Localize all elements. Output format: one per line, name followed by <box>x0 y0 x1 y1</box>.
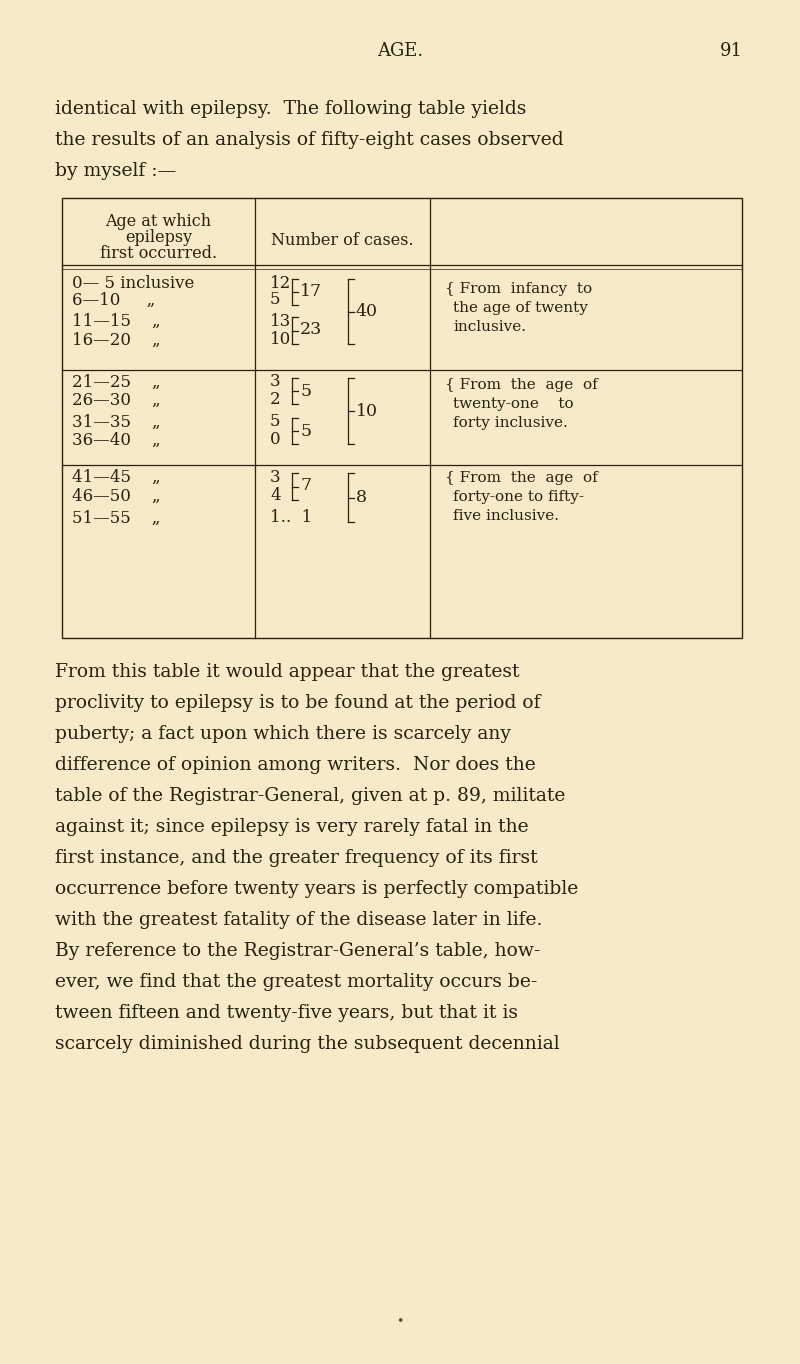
Text: { From  the  age  of: { From the age of <box>445 378 598 391</box>
Text: Age at which: Age at which <box>106 213 211 231</box>
Text: tween fifteen and twenty-five years, but that it is: tween fifteen and twenty-five years, but… <box>55 1004 518 1022</box>
Text: 0— 5 inclusive: 0— 5 inclusive <box>72 274 194 292</box>
Text: occurrence before twenty years is perfectly compatible: occurrence before twenty years is perfec… <box>55 880 578 898</box>
Text: 5: 5 <box>300 382 311 400</box>
Text: forty inclusive.: forty inclusive. <box>453 416 568 430</box>
Text: 46—50    „: 46—50 „ <box>72 487 161 505</box>
Text: 41—45    „: 41—45 „ <box>72 468 161 486</box>
Text: 21—25    „: 21—25 „ <box>72 374 161 390</box>
Text: twenty-one    to: twenty-one to <box>453 397 574 411</box>
Text: with the greatest fatality of the disease later in life.: with the greatest fatality of the diseas… <box>55 911 542 929</box>
Text: 16—20    „: 16—20 „ <box>72 331 161 348</box>
Text: 17: 17 <box>300 284 322 300</box>
Text: Number of cases.: Number of cases. <box>271 232 414 250</box>
Text: 40: 40 <box>356 303 378 319</box>
Text: 3: 3 <box>270 468 281 486</box>
Text: 5: 5 <box>300 423 311 439</box>
Text: forty-one to fifty-: forty-one to fifty- <box>453 490 584 505</box>
Text: 7: 7 <box>300 477 311 495</box>
Text: identical with epilepsy.  The following table yields: identical with epilepsy. The following t… <box>55 100 526 119</box>
Text: epilepsy: epilepsy <box>125 229 192 246</box>
Text: difference of opinion among writers.  Nor does the: difference of opinion among writers. Nor… <box>55 756 536 773</box>
Text: 12: 12 <box>270 274 291 292</box>
Text: 23: 23 <box>300 322 322 338</box>
Text: AGE.: AGE. <box>377 42 423 60</box>
Text: ever, we find that the greatest mortality occurs be-: ever, we find that the greatest mortalit… <box>55 973 538 992</box>
Text: 91: 91 <box>720 42 743 60</box>
Text: the results of an analysis of fifty-eight cases observed: the results of an analysis of fifty-eigh… <box>55 131 564 149</box>
Text: 1..  1: 1.. 1 <box>270 510 312 527</box>
Text: 4: 4 <box>270 487 281 505</box>
Text: { From  the  age  of: { From the age of <box>445 471 598 486</box>
Text: 10: 10 <box>356 402 378 420</box>
Text: against it; since epilepsy is very rarely fatal in the: against it; since epilepsy is very rarel… <box>55 818 529 836</box>
Text: 10: 10 <box>270 331 291 348</box>
Text: 5: 5 <box>270 292 281 308</box>
Text: proclivity to epilepsy is to be found at the period of: proclivity to epilepsy is to be found at… <box>55 694 541 712</box>
Text: 36—40    „: 36—40 „ <box>72 431 161 449</box>
Bar <box>62 198 742 638</box>
Text: puberty; a fact upon which there is scarcely any: puberty; a fact upon which there is scar… <box>55 726 511 743</box>
Text: 2: 2 <box>270 391 281 408</box>
Text: 0: 0 <box>270 431 281 449</box>
Text: From this table it would appear that the greatest: From this table it would appear that the… <box>55 663 519 681</box>
Text: 6—10     „: 6—10 „ <box>72 292 155 308</box>
Text: the age of twenty: the age of twenty <box>453 301 588 315</box>
Text: 8: 8 <box>356 488 367 506</box>
Text: first instance, and the greater frequency of its first: first instance, and the greater frequenc… <box>55 848 538 868</box>
Text: 31—35    „: 31—35 „ <box>72 413 161 431</box>
Text: 13: 13 <box>270 312 291 330</box>
Text: 5: 5 <box>270 413 281 431</box>
Text: table of the Registrar-General, given at p. 89, militate: table of the Registrar-General, given at… <box>55 787 566 805</box>
Text: by myself :—: by myself :— <box>55 162 176 180</box>
Text: 3: 3 <box>270 374 281 390</box>
Text: 51—55    „: 51—55 „ <box>72 510 160 527</box>
Text: •: • <box>396 1315 404 1329</box>
Text: first occurred.: first occurred. <box>100 246 217 262</box>
Text: scarcely diminished during the subsequent decennial: scarcely diminished during the subsequen… <box>55 1035 560 1053</box>
Text: { From  infancy  to: { From infancy to <box>445 282 592 296</box>
Text: inclusive.: inclusive. <box>453 321 526 334</box>
Text: 26—30    „: 26—30 „ <box>72 391 161 408</box>
Text: By reference to the Registrar-General’s table, how-: By reference to the Registrar-General’s … <box>55 943 540 960</box>
Text: five inclusive.: five inclusive. <box>453 509 559 522</box>
Text: 11—15    „: 11—15 „ <box>72 312 161 330</box>
